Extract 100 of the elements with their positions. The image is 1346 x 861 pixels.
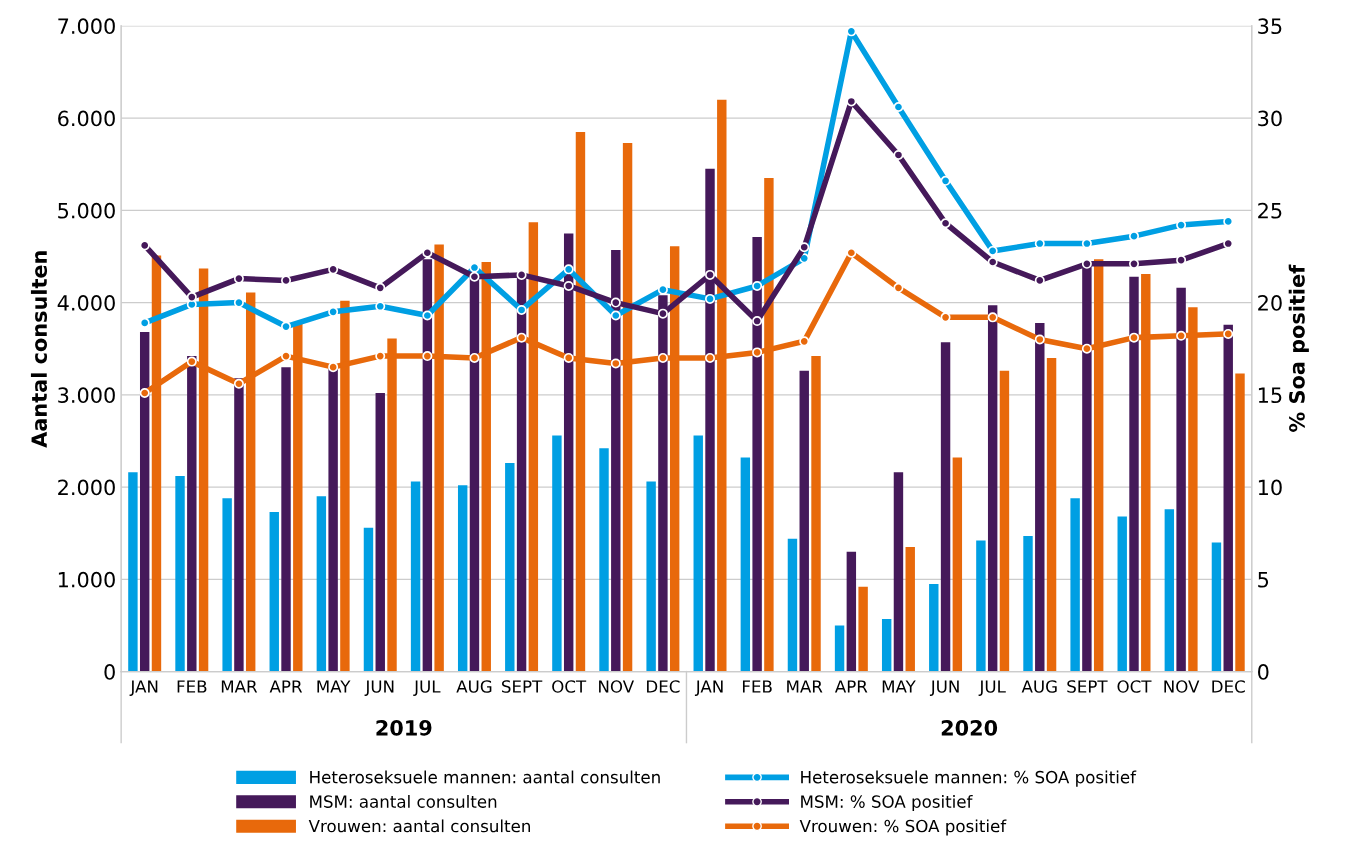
bar [1129, 276, 1139, 672]
point [1081, 343, 1092, 354]
y-tick-label: 4.000 [57, 295, 115, 311]
bar [552, 435, 562, 672]
point [516, 304, 527, 315]
bar [269, 511, 279, 672]
x-tick-label: MAY [882, 680, 916, 693]
point [987, 256, 998, 267]
x-tick-label: NOV [1164, 680, 1200, 693]
bar [811, 356, 821, 672]
point [422, 351, 433, 362]
y-tick-label: 7.000 [58, 18, 115, 35]
x-tick-label: MAR [787, 680, 823, 693]
bar [976, 540, 986, 672]
bar [316, 496, 327, 672]
y2-tick-label: 20 [1258, 295, 1282, 311]
bar [281, 367, 291, 672]
point [610, 358, 621, 369]
y-tick-label: 6.000 [58, 110, 115, 127]
bar [1046, 357, 1057, 672]
bar [846, 551, 857, 672]
x-tick-label: JAN [694, 680, 723, 696]
x-tick-label: JUN [364, 680, 394, 696]
point [186, 292, 197, 303]
point [516, 332, 527, 343]
point [987, 245, 998, 256]
y2-tick-label: 15 [1258, 387, 1282, 404]
x-tick-label: JAN [129, 680, 158, 696]
point [752, 280, 763, 291]
point [799, 336, 810, 347]
point [469, 352, 480, 363]
point [893, 102, 904, 113]
bar [858, 586, 868, 672]
x-tick-label: DEC [647, 680, 680, 693]
x-tick-label: APR [269, 680, 303, 693]
point [139, 387, 150, 398]
y2-axis-title: % Soa positief [1288, 264, 1309, 432]
y2-tick-label: 5 [1258, 572, 1269, 588]
point [281, 351, 292, 362]
x-tick-label: AUG [456, 680, 492, 693]
point [940, 175, 951, 186]
y-tick-label: 1.000 [58, 571, 115, 588]
bar [328, 368, 338, 672]
bar [1176, 287, 1186, 672]
point [799, 242, 810, 253]
point [563, 352, 574, 363]
bar [363, 527, 374, 672]
y2-tick-label: 10 [1258, 479, 1282, 496]
x-tick-label: JUL [978, 680, 1006, 696]
point [563, 264, 574, 275]
bar [834, 625, 845, 672]
point [186, 356, 197, 367]
point [657, 352, 668, 363]
x-tick-label: MAY [317, 680, 351, 693]
point [328, 362, 339, 373]
bar [693, 435, 703, 672]
point [469, 271, 480, 282]
point [610, 310, 621, 321]
x-tick-label: FEB [742, 680, 772, 693]
x-tick-label: NOV [599, 680, 634, 693]
x-tick-label: OCT [552, 680, 587, 693]
bar [187, 356, 197, 672]
y-tick-label: 2.000 [58, 479, 115, 496]
y2-tick-label: 0 [1258, 664, 1269, 680]
point [139, 240, 150, 251]
x-tick-label: JUN [929, 680, 959, 696]
text: 2019 [376, 719, 432, 736]
bar [1117, 516, 1127, 672]
y2-tick-label: 30 [1258, 110, 1282, 127]
bar [1211, 542, 1222, 672]
y-tick-label: 5.000 [58, 202, 115, 219]
point [893, 149, 904, 160]
point [752, 316, 763, 327]
point [1176, 330, 1187, 341]
x-tick-label: DEC [1212, 680, 1245, 693]
bar [175, 476, 185, 672]
bar [128, 472, 138, 672]
x-tick-label: OCT [1117, 680, 1152, 693]
x-tick-label: AUG [1021, 680, 1057, 693]
bar [222, 498, 232, 672]
point [375, 282, 386, 293]
legend-label: Vrouwen: % SOA positief [799, 819, 1007, 836]
bar [1235, 373, 1245, 672]
point [1129, 332, 1140, 343]
bar [1070, 498, 1080, 672]
legend-label: MSM: % SOA positief [801, 794, 973, 812]
x-tick-label: SEPT [1067, 680, 1108, 693]
bar [410, 481, 421, 672]
bar [234, 378, 244, 672]
legend-label: Heteroseksuele mannen: % SOA positief [801, 770, 1137, 787]
bar [505, 463, 515, 672]
point [233, 378, 244, 389]
point [846, 26, 857, 37]
bar [905, 547, 915, 672]
point [1223, 328, 1234, 339]
bar [999, 370, 1010, 672]
bar [952, 457, 963, 672]
bar [987, 305, 998, 672]
point [705, 293, 716, 304]
y-axis-title: Aantal consulten [30, 251, 48, 448]
